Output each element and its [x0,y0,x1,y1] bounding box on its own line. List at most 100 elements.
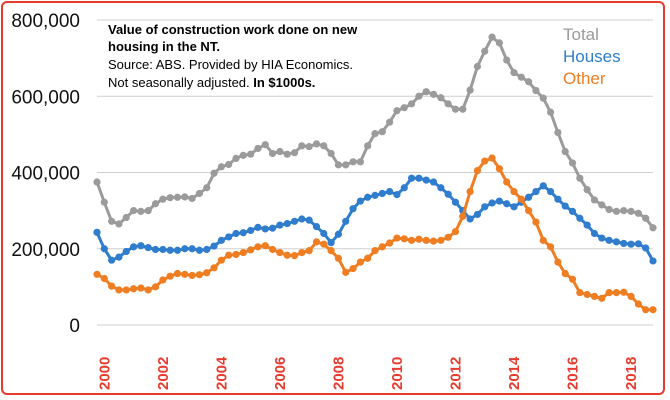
data-point [203,245,211,254]
data-point [181,245,189,253]
annotation-line4-plain: Not seasonally adjusted. [108,75,253,90]
data-point [261,225,269,233]
data-point [459,105,467,113]
data-point [525,207,533,215]
data-point [466,86,474,94]
data-point [261,242,269,250]
data-point [320,240,328,248]
data-point [444,190,452,198]
y-tick-label: 600,000 [11,87,80,108]
data-point [510,187,518,196]
x-tick-label: 2014 [506,356,523,390]
data-point [159,195,167,203]
data-point [188,245,196,253]
legend-total: Total [563,25,599,44]
data-point [349,205,357,213]
data-point [371,247,379,255]
data-point [554,258,562,266]
data-point [415,235,423,243]
data-point [561,202,569,210]
data-point [254,243,262,251]
data-point [539,182,547,190]
data-point [422,236,430,244]
data-point [568,207,577,215]
data-point [503,200,511,208]
data-point [612,288,621,297]
data-point [144,286,152,294]
x-tick-label: 2016 [565,357,582,390]
data-point [415,174,423,182]
data-point [371,130,379,138]
x-tick-label: 2002 [155,357,172,390]
data-point [254,223,262,231]
data-point [568,159,577,167]
data-point [546,187,555,196]
series-group [93,33,657,314]
data-point [451,227,460,236]
data-point [327,239,335,247]
data-point [488,33,496,41]
legend-houses: Houses [563,47,621,66]
data-point [115,286,123,294]
data-point [649,224,657,232]
data-point [378,243,386,251]
annotation-line4: Not seasonally adjusted. In $1000s. [108,75,315,90]
data-point [290,149,299,157]
data-point [232,229,240,238]
data-point [312,140,321,148]
data-point [649,306,657,314]
data-point [422,176,430,184]
data-point [173,269,182,278]
data-point [225,233,233,241]
data-point [642,214,650,222]
data-point [349,158,357,166]
data-point [283,219,291,228]
y-tick-label: 800,000 [11,11,80,32]
x-tick-label: 2018 [623,357,640,390]
data-point [342,268,350,276]
data-point [247,246,255,254]
data-point [583,290,591,299]
series-line [96,156,653,312]
data-point [137,207,145,215]
data-point [327,247,335,255]
data-point [605,288,613,297]
data-point [203,184,211,192]
x-axis: 2000 2002 2004 2006 2008 2010 2012 2014 2016 2018 [96,356,640,390]
data-point [407,236,416,244]
data-point [620,207,628,215]
data-point [503,56,511,64]
series-other [93,154,657,314]
data-point [495,197,503,205]
data-point [649,257,657,265]
data-point [386,239,394,247]
data-point [525,78,533,86]
data-point [627,292,635,301]
data-point [466,215,474,223]
series-total [93,33,657,232]
data-point [100,198,108,206]
data-point [247,150,255,158]
data-point [290,252,299,260]
data-point [268,224,277,232]
data-point [576,174,584,182]
data-point [320,229,328,238]
data-point [217,163,225,171]
data-point [590,292,599,301]
data-point [451,105,460,113]
data-point [503,178,511,186]
data-point [568,275,577,283]
data-point [364,254,372,262]
data-point [378,128,386,136]
data-point [159,276,167,284]
data-point [532,218,540,226]
data-point [115,220,123,228]
data-point [129,285,138,293]
data-point [444,100,452,108]
data-point [312,238,321,246]
data-point [576,288,584,297]
data-point [466,187,474,196]
data-point [342,217,350,225]
data-point [612,238,621,246]
